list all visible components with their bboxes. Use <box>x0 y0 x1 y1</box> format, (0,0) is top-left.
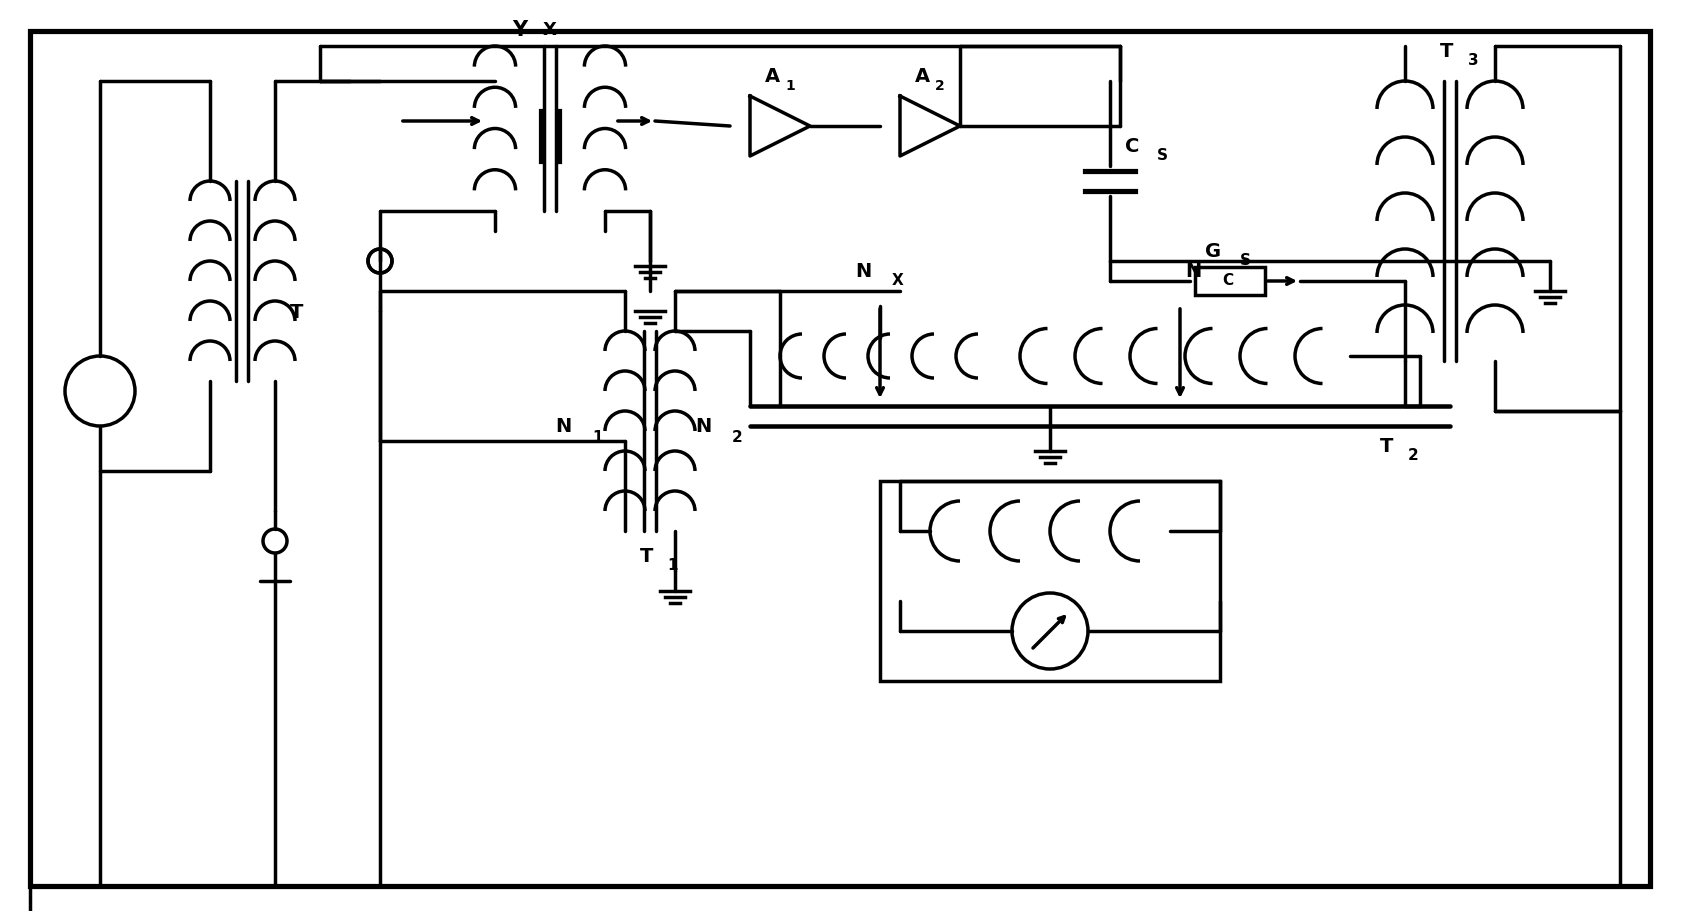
Text: 2: 2 <box>1408 447 1419 463</box>
Text: X: X <box>544 21 557 39</box>
Text: C: C <box>1222 272 1234 288</box>
Text: Y: Y <box>513 20 528 40</box>
Text: T: T <box>641 547 653 566</box>
Text: S: S <box>1157 148 1167 163</box>
Bar <box>1195 268 1264 296</box>
Text: C: C <box>1125 137 1140 156</box>
Text: N: N <box>695 416 711 435</box>
Text: T: T <box>1440 42 1454 61</box>
Text: 1: 1 <box>786 79 794 93</box>
Text: T: T <box>290 302 303 322</box>
Text: X: X <box>891 272 903 288</box>
Text: 1: 1 <box>591 429 603 445</box>
Text: 3: 3 <box>1469 53 1479 68</box>
Text: 2: 2 <box>733 429 743 445</box>
Text: G: G <box>1205 241 1222 261</box>
Text: A: A <box>915 67 930 86</box>
Text: N: N <box>855 261 871 281</box>
Text: 1: 1 <box>666 558 678 572</box>
Text: 2: 2 <box>935 79 944 93</box>
Text: A: A <box>765 67 780 86</box>
Bar <box>879 482 1220 681</box>
Text: N: N <box>556 416 571 435</box>
Text: T: T <box>1380 436 1394 456</box>
Text: N: N <box>1184 261 1201 281</box>
Text: S: S <box>1241 252 1251 268</box>
